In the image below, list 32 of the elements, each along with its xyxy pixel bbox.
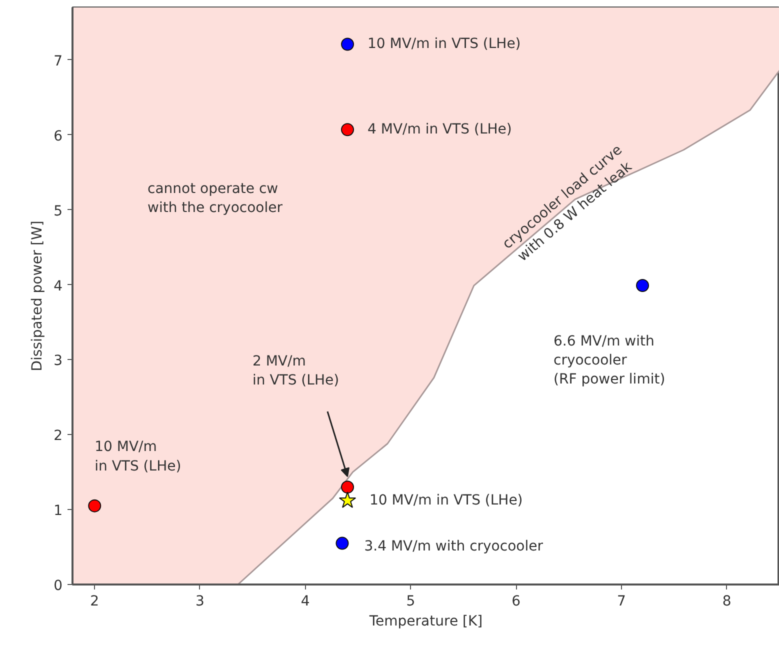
- y-tick-label: 5: [54, 203, 63, 220]
- point: [341, 38, 354, 51]
- annotation: 6.6 MV/m with cryocooler (RF power limit): [554, 333, 666, 388]
- x-tick-label: 4: [300, 594, 310, 610]
- annotation: 10 MV/m in VTS (LHe): [370, 492, 523, 509]
- point: [88, 499, 102, 512]
- annotation: cannot operate cw with the cryocooler: [148, 180, 283, 216]
- y-tick-label: 2: [54, 428, 63, 444]
- annotation: 10 MV/m in VTS (LHe): [94, 439, 182, 474]
- y-tick-label: 1: [54, 503, 63, 520]
- point: [341, 480, 354, 494]
- point: [636, 279, 650, 292]
- y-tick-label: 4: [54, 278, 63, 294]
- point: [341, 123, 354, 136]
- y-tick-label: 0: [54, 578, 63, 594]
- y-axis-title: Dissipated power [W]: [30, 220, 46, 372]
- annotation: 3.4 MV/m with cryocooler: [364, 538, 544, 554]
- x-tick-label: 5: [406, 594, 416, 610]
- x-tick-label: 8: [722, 594, 732, 610]
- point: [338, 492, 356, 508]
- x-tick-label: 2: [90, 594, 100, 610]
- annotation: 4 MV/m in VTS (LHe): [368, 122, 512, 138]
- annotation: 2 MV/m in VTS (LHe): [252, 353, 340, 388]
- annotation: 10 MV/m in VTS (LHe): [368, 36, 521, 52]
- x-axis-title: Temperature [K]: [368, 614, 483, 630]
- x-tick-label: 3: [196, 594, 204, 610]
- x-tick-label: 7: [617, 594, 626, 610]
- x-tick-label: 6: [512, 594, 521, 610]
- point: [336, 536, 349, 550]
- y-tick-label: 6: [54, 128, 63, 144]
- y-tick-label: 3: [54, 353, 63, 370]
- y-tick-label: 7: [54, 53, 63, 70]
